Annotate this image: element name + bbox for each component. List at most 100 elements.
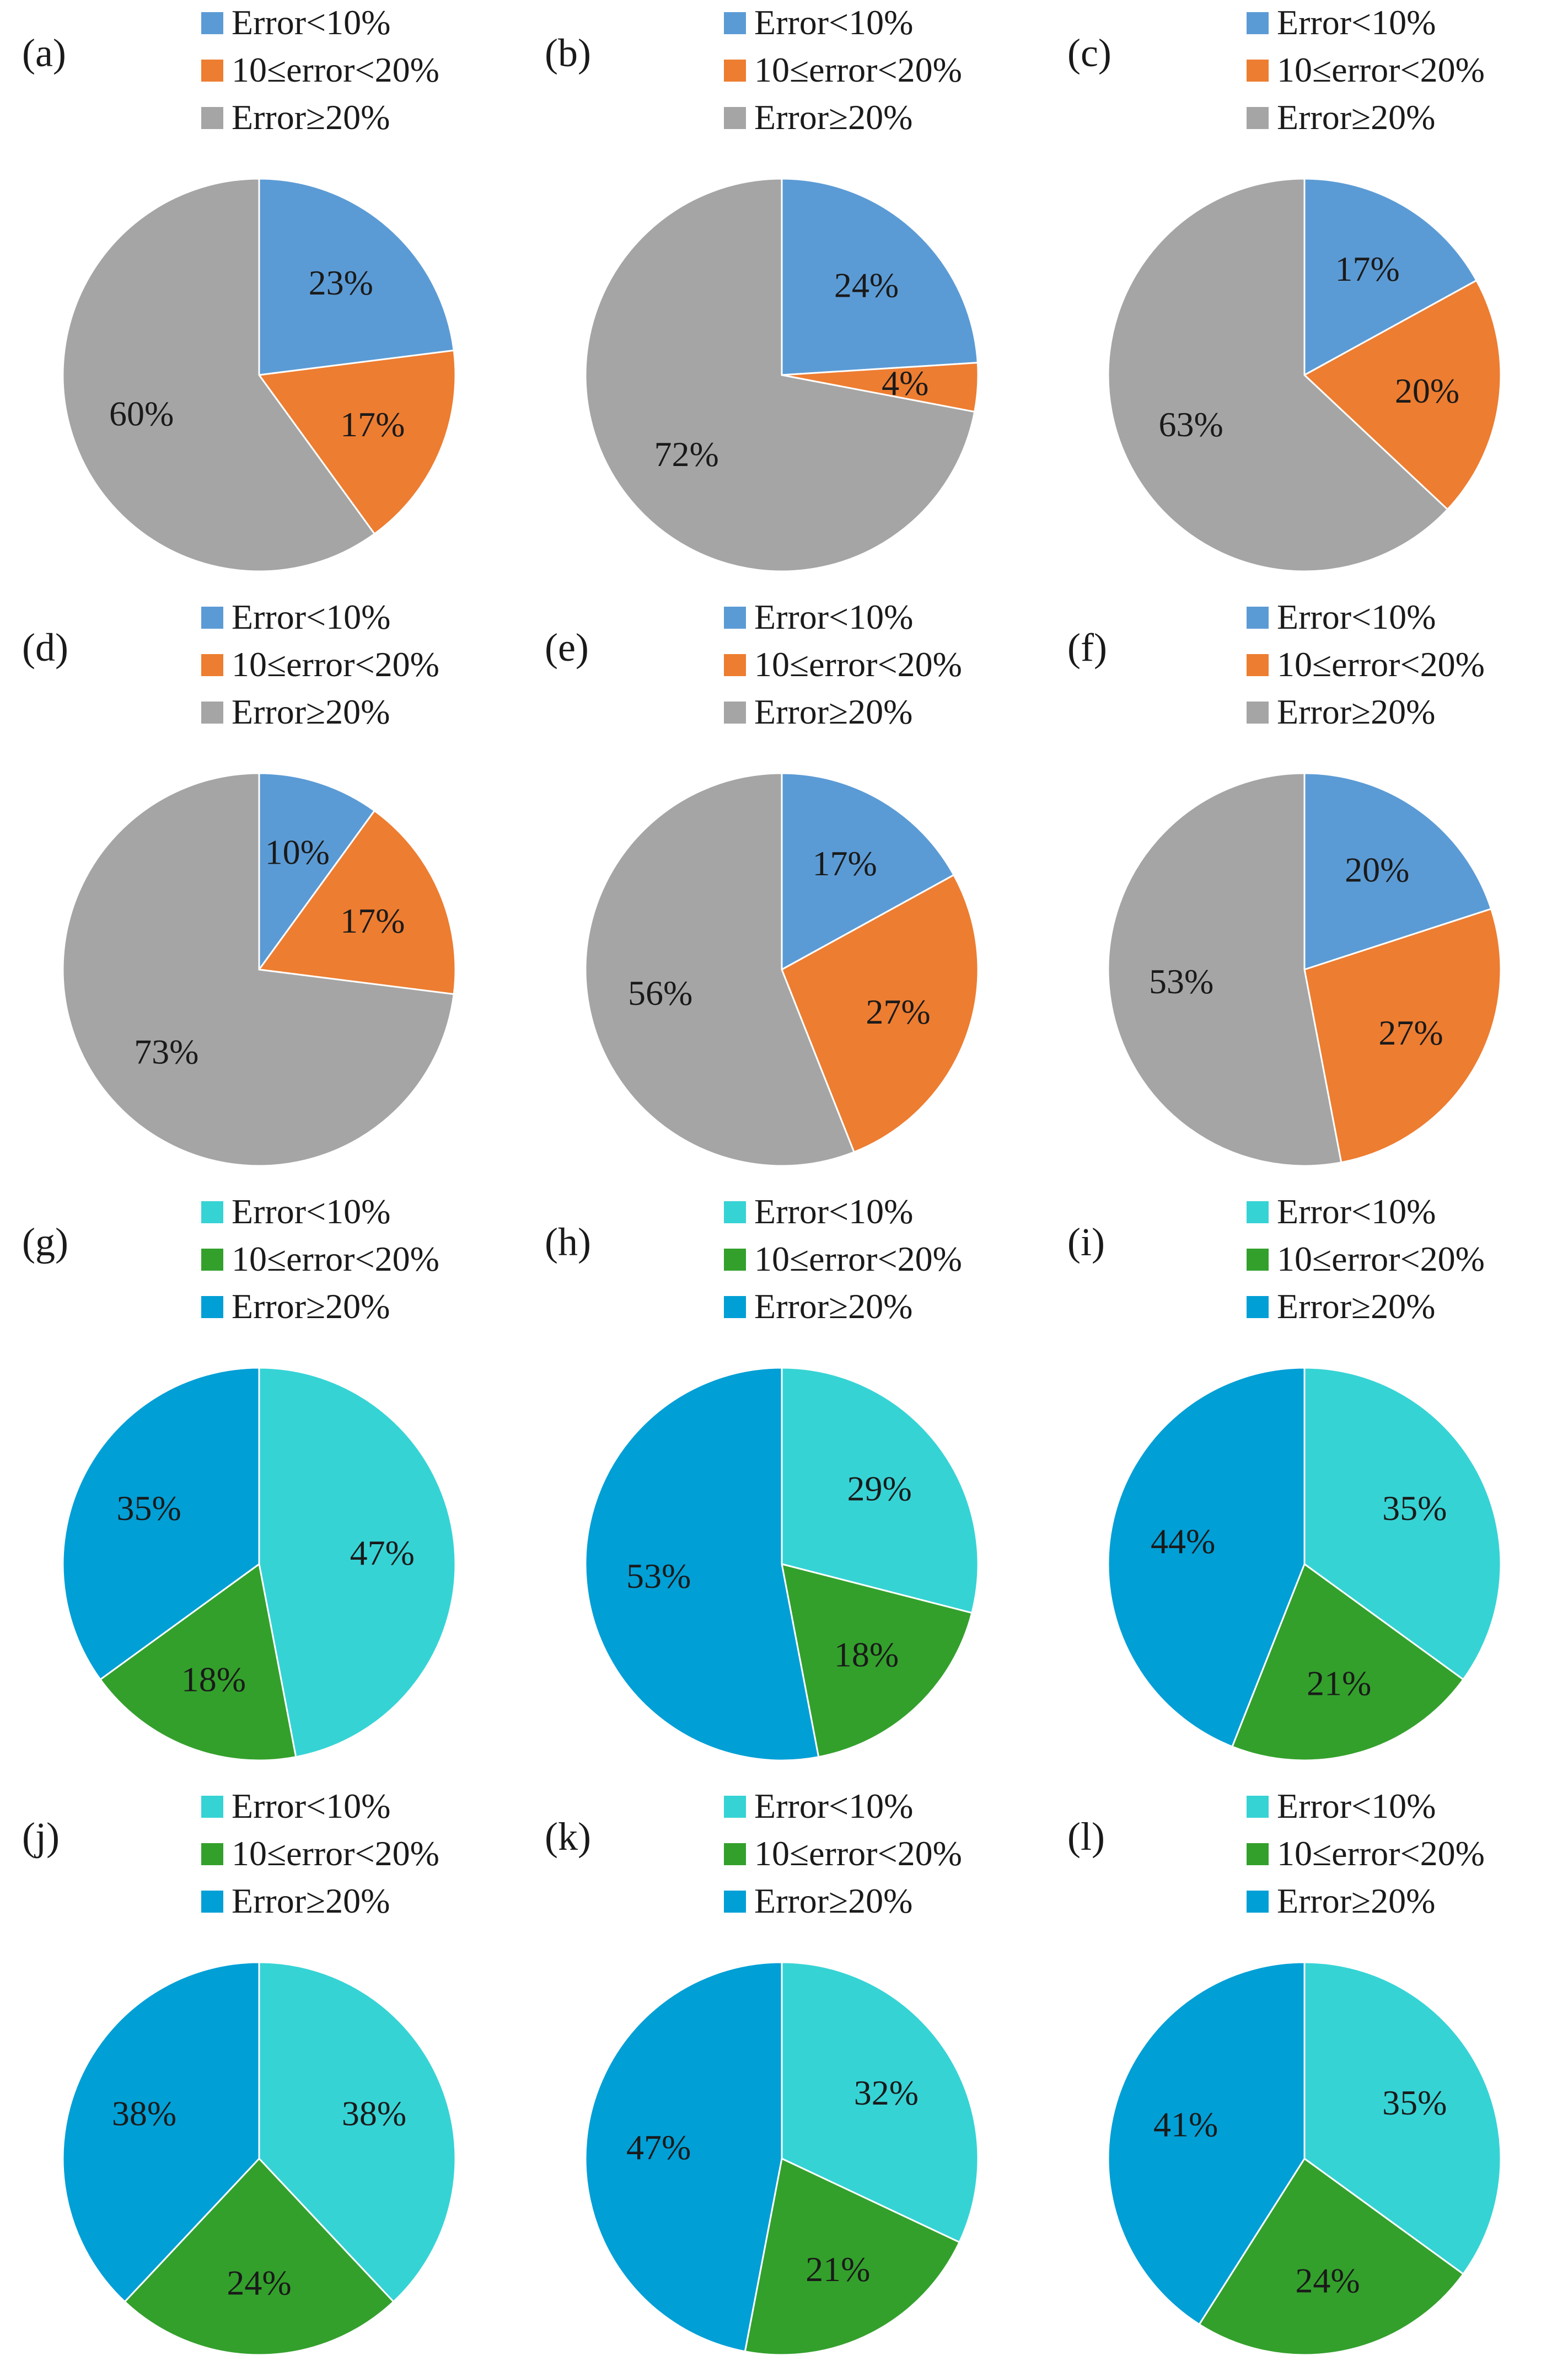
pie-slice bbox=[744, 2157, 961, 2356]
legend-entry: Error<10% bbox=[232, 1786, 390, 1825]
legend-entry: Error<10% bbox=[1277, 1786, 1436, 1825]
pie-panel-h: (h) Error<10% 10≤error<20% Error≥20% 29% 18% 5… bbox=[545, 1192, 979, 1762]
legend-swatch bbox=[201, 1796, 223, 1818]
legend-swatch bbox=[201, 1296, 223, 1318]
legend-entry: Error≥20% bbox=[1277, 1287, 1435, 1326]
slice-label: 20% bbox=[1395, 371, 1459, 410]
panel-label: (b) bbox=[545, 31, 591, 75]
slice-label: 17% bbox=[1335, 249, 1400, 288]
pie-panel-c: (c) Error<10% 10≤error<20% Error≥20% 17% 20% 6… bbox=[1067, 3, 1502, 572]
legend-swatch bbox=[201, 60, 223, 82]
slice-label: 24% bbox=[834, 266, 899, 305]
legend-swatch bbox=[1247, 1891, 1269, 1913]
pie-slice bbox=[62, 1961, 260, 2303]
pie-panel-j: (j) Error<10% 10≤error<20% Error≥20% 38% 24% 3… bbox=[22, 1786, 457, 2356]
legend-swatch bbox=[201, 702, 223, 724]
slice-label: 18% bbox=[181, 1660, 246, 1699]
legend-swatch bbox=[1247, 607, 1269, 629]
legend-swatch bbox=[1247, 60, 1269, 82]
pie-slice bbox=[123, 2157, 395, 2356]
legend-swatch bbox=[1247, 1249, 1269, 1271]
legend-swatch bbox=[1247, 1296, 1269, 1318]
slice-label: 27% bbox=[1378, 1013, 1443, 1052]
pie-slice bbox=[584, 178, 976, 572]
slice-label: 47% bbox=[626, 2128, 691, 2167]
pie-slice bbox=[258, 1961, 457, 2303]
legend-swatch bbox=[1247, 107, 1269, 129]
panel-label: (i) bbox=[1067, 1220, 1105, 1264]
slice-label: 72% bbox=[654, 435, 719, 474]
legend-entry: 10≤error<20% bbox=[754, 1239, 962, 1278]
legend-entry: Error<10% bbox=[754, 3, 913, 42]
legend-swatch bbox=[1247, 654, 1269, 676]
pie-slice bbox=[781, 1961, 979, 2244]
pie-slice bbox=[781, 874, 979, 1153]
legend-entry: Error<10% bbox=[754, 1192, 913, 1231]
pie-slice bbox=[258, 772, 376, 972]
legend-swatch bbox=[724, 1891, 746, 1913]
slice-label: 24% bbox=[227, 2263, 291, 2302]
slice-label: 23% bbox=[309, 263, 373, 302]
legend-swatch bbox=[201, 654, 223, 676]
legend-entry: Error<10% bbox=[1277, 3, 1436, 42]
legend-entry: 10≤error<20% bbox=[1277, 50, 1485, 89]
pie-slice bbox=[1231, 1562, 1465, 1762]
legend-entry: Error≥20% bbox=[1277, 98, 1435, 137]
pie-slice bbox=[62, 1367, 260, 1681]
legend-swatch bbox=[201, 1891, 223, 1913]
legend-entry: Error≥20% bbox=[232, 1287, 390, 1326]
pie-slice bbox=[1303, 1367, 1502, 1681]
legend-swatch bbox=[724, 1296, 746, 1318]
legend-entry: Error<10% bbox=[232, 597, 390, 636]
pie-panel-d: (d) Error<10% 10≤error<20% Error≥20% 10% 17% 7… bbox=[22, 597, 457, 1167]
legend-swatch bbox=[1247, 12, 1269, 34]
legend-swatch bbox=[1247, 1843, 1269, 1865]
panel-label: (h) bbox=[545, 1220, 591, 1264]
legend-swatch bbox=[724, 654, 746, 676]
slice-label: 24% bbox=[1295, 2261, 1360, 2300]
legend-entry: 10≤error<20% bbox=[232, 1834, 439, 1873]
slice-label: 38% bbox=[112, 2094, 176, 2133]
pie-slice bbox=[1107, 1367, 1306, 1748]
legend-entry: Error≥20% bbox=[754, 1287, 912, 1326]
pie-panel-a: (a) Error<10% 10≤error<20% Error≥20% 23% 17% 6… bbox=[22, 3, 457, 572]
legend-entry: Error≥20% bbox=[1277, 692, 1435, 731]
legend-entry: Error≥20% bbox=[232, 98, 390, 137]
slice-label: 63% bbox=[1159, 405, 1223, 444]
legend-entry: 10≤error<20% bbox=[1277, 645, 1485, 684]
pie-slice bbox=[257, 809, 457, 995]
legend-swatch bbox=[1247, 1796, 1269, 1818]
slice-label: 41% bbox=[1153, 2105, 1218, 2144]
panel-label: (c) bbox=[1067, 31, 1111, 75]
legend-swatch bbox=[724, 607, 746, 629]
legend-swatch bbox=[201, 1843, 223, 1865]
legend-entry: Error≥20% bbox=[754, 692, 912, 731]
slice-label: 20% bbox=[1345, 850, 1409, 890]
legend-swatch bbox=[724, 107, 746, 129]
pie-slice bbox=[781, 1562, 973, 1758]
legend-entry: Error<10% bbox=[232, 1192, 390, 1231]
legend-entry: Error<10% bbox=[232, 3, 390, 42]
slice-label: 53% bbox=[1149, 962, 1213, 1001]
legend-swatch bbox=[724, 1843, 746, 1865]
slice-label: 35% bbox=[1382, 2083, 1447, 2122]
pie-slice bbox=[258, 178, 455, 376]
legend-entry: Error≥20% bbox=[1277, 1881, 1435, 1920]
pie-slice bbox=[1107, 1961, 1306, 2326]
pie-slice bbox=[1107, 178, 1449, 572]
slice-label: 47% bbox=[350, 1533, 415, 1572]
slice-label: 17% bbox=[340, 901, 405, 940]
legend-swatch bbox=[724, 60, 746, 82]
legend-entry: Error≥20% bbox=[754, 1881, 912, 1920]
legend-entry: 10≤error<20% bbox=[232, 50, 439, 89]
pie-slice bbox=[99, 1562, 297, 1762]
legend-entry: 10≤error<20% bbox=[1277, 1834, 1485, 1873]
pie-slice bbox=[257, 349, 457, 536]
slice-label: 32% bbox=[854, 2073, 919, 2112]
pie-slice bbox=[584, 772, 855, 1167]
pie-panel-f: (f) Error<10% 10≤error<20% Error≥20% 20% 27% 5… bbox=[1067, 597, 1502, 1167]
legend-entry: 10≤error<20% bbox=[754, 50, 962, 89]
legend-entry: Error≥20% bbox=[754, 98, 912, 137]
legend-swatch bbox=[724, 12, 746, 34]
